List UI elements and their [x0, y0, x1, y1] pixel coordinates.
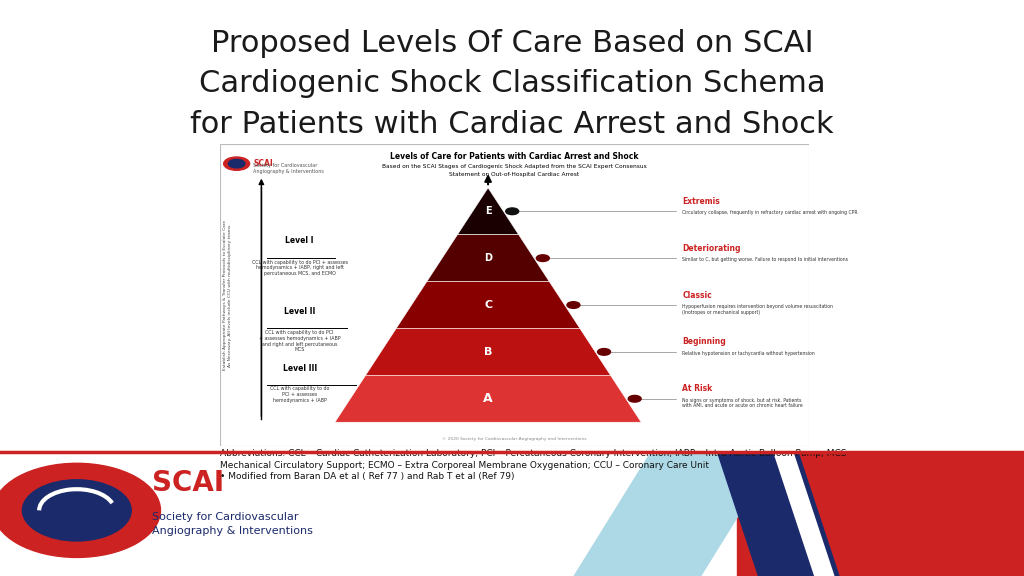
Text: C: C	[484, 300, 493, 310]
Text: Levels of Care for Patients with Cardiac Arrest and Shock: Levels of Care for Patients with Cardiac…	[390, 151, 639, 161]
Text: Hypoperfusion requires intervention beyond volume resuscitation
(Inotropes or me: Hypoperfusion requires intervention beyo…	[682, 304, 834, 314]
Bar	[737, 452, 1024, 576]
Text: © 2020 Society for Cardiovascular Angiography and Interventions: © 2020 Society for Cardiovascular Angiog…	[442, 437, 587, 441]
Text: SCAI: SCAI	[152, 469, 223, 497]
Text: A: A	[483, 392, 493, 406]
Text: Classic: Classic	[682, 290, 712, 300]
Text: D: D	[484, 253, 493, 263]
Text: Level III: Level III	[283, 364, 316, 373]
Text: CCL with capability to do PCI
+ assesses hemodynamics + IABP
and right and left : CCL with capability to do PCI + assesses…	[259, 330, 340, 353]
Polygon shape	[717, 452, 840, 576]
Circle shape	[223, 157, 250, 170]
Bar	[0, 452, 1024, 576]
Polygon shape	[773, 452, 835, 576]
Text: Proposed Levels Of Care Based on SCAI
Cardiogenic Shock Classification Schema
fo: Proposed Levels Of Care Based on SCAI Ca…	[190, 29, 834, 138]
Text: Level I: Level I	[286, 237, 314, 245]
Polygon shape	[366, 328, 610, 376]
Text: E: E	[484, 206, 492, 216]
Text: At Risk: At Risk	[682, 384, 713, 393]
Circle shape	[628, 396, 641, 402]
Polygon shape	[427, 235, 549, 282]
Polygon shape	[396, 282, 580, 328]
Circle shape	[537, 255, 549, 262]
Polygon shape	[573, 452, 778, 576]
Circle shape	[506, 208, 519, 215]
Text: SCAI: SCAI	[253, 158, 272, 168]
Circle shape	[0, 463, 161, 558]
Text: Establish Appropriate Pathways & Transfer Protocols to Escalate Care
As Necessar: Establish Appropriate Pathways & Transfe…	[223, 220, 231, 370]
Bar	[0, 0, 1024, 452]
Circle shape	[228, 160, 245, 168]
Text: Based on the SCAI Stages of Cardiogenic Shock Adapted from the SCAI Expert Conse: Based on the SCAI Stages of Cardiogenic …	[382, 164, 647, 169]
Polygon shape	[335, 376, 641, 422]
Text: Extremis: Extremis	[682, 197, 720, 206]
Text: CCL with capability to do PCI + assesses
hemodynamics + IABP, right and left
per: CCL with capability to do PCI + assesses…	[252, 260, 348, 276]
Circle shape	[567, 302, 580, 308]
Text: Similar to C, but getting worse. Failure to respond to initial interventions: Similar to C, but getting worse. Failure…	[682, 257, 848, 262]
Circle shape	[598, 348, 610, 355]
Text: Deteriorating: Deteriorating	[682, 244, 741, 253]
Text: Circulatory collapse, frequently in refractory cardiac arrest with ongoing CPR: Circulatory collapse, frequently in refr…	[682, 210, 858, 215]
Text: Relative hypotension or tachycardia without hypertension: Relative hypotension or tachycardia with…	[682, 351, 815, 356]
Text: Society for Cardiovascular
Angiography & Interventions: Society for Cardiovascular Angiography &…	[152, 512, 312, 536]
Text: CCL with capability to do
PCI + assesses
hemodynamics + IABP: CCL with capability to do PCI + assesses…	[270, 386, 330, 403]
Text: B: B	[484, 347, 493, 357]
Text: Abbreviations: CCL – Cardiac Catheterization Laboratory; PCI – Percutaneous Coro: Abbreviations: CCL – Cardiac Catheteriza…	[220, 449, 854, 481]
Text: Beginning: Beginning	[682, 338, 726, 346]
Text: No signs or symptoms of shock, but at risk. Patients
with AMI, and acute or acut: No signs or symptoms of shock, but at ri…	[682, 398, 803, 408]
Text: Statement on Out-of-Hospital Cardiac Arrest: Statement on Out-of-Hospital Cardiac Arr…	[450, 172, 580, 177]
Polygon shape	[458, 188, 519, 235]
Text: Level II: Level II	[284, 307, 315, 316]
Circle shape	[23, 480, 131, 541]
Text: Society for Cardiovascular
Angiography & Interventions: Society for Cardiovascular Angiography &…	[253, 163, 324, 173]
